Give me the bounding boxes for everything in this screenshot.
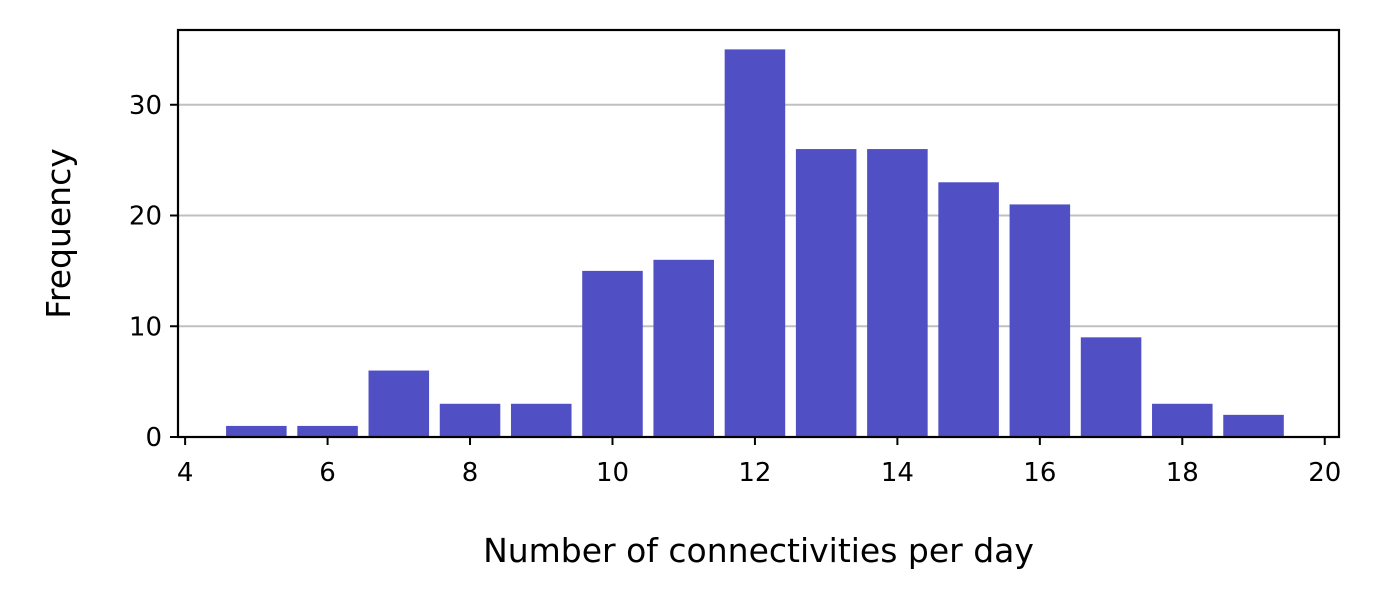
- x-tick-label-2: 8: [462, 458, 479, 488]
- x-tick-label-6: 16: [1023, 458, 1056, 488]
- x-tick-label-4: 12: [738, 458, 771, 488]
- y-axis-ticks: 0 10 20 30: [129, 91, 178, 453]
- y-tick-label-3: 30: [129, 91, 162, 121]
- x-tick-label-7: 18: [1166, 458, 1199, 488]
- x-tick-label-3: 10: [596, 458, 629, 488]
- bars: [226, 49, 1284, 437]
- bar-6: [297, 425, 358, 437]
- bar-19: [1223, 414, 1284, 437]
- x-tick-label-0: 4: [177, 458, 194, 488]
- bar-9: [510, 403, 572, 437]
- y-axis-label: Frequency: [39, 148, 78, 318]
- x-axis-label: Number of connectivities per day: [483, 531, 1034, 570]
- x-tick-label-8: 20: [1308, 458, 1341, 488]
- y-tick-label-0: 0: [145, 423, 162, 453]
- bar-8: [439, 403, 501, 437]
- y-tick-label-1: 10: [129, 312, 162, 342]
- x-tick-label-1: 6: [319, 458, 336, 488]
- bar-5: [226, 425, 287, 437]
- bar-16: [1009, 204, 1071, 437]
- bar-18: [1152, 403, 1213, 437]
- bar-10: [582, 270, 643, 437]
- bar-11: [653, 259, 714, 437]
- bar-15: [938, 182, 999, 437]
- bar-7: [368, 370, 430, 437]
- bar-17: [1080, 337, 1142, 437]
- x-axis-ticks: 4 6 8 10 12 14 16 18 20: [177, 437, 1341, 488]
- x-tick-label-5: 14: [881, 458, 914, 488]
- y-tick-label-2: 20: [129, 202, 162, 232]
- bar-13: [795, 149, 857, 437]
- bar-14: [867, 149, 928, 437]
- plot-frame: [176, 28, 1341, 439]
- bar-12: [724, 49, 786, 437]
